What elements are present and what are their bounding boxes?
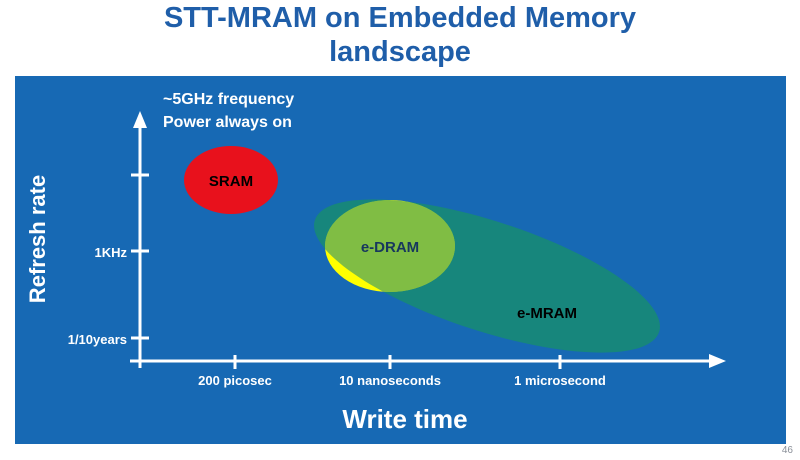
x-tick-label-10ns: 10 nanoseconds (339, 373, 441, 388)
annotation-power: Power always on (163, 114, 292, 131)
x-axis-title: Write time (342, 404, 467, 434)
title-line-2: landscape (329, 35, 471, 68)
title-line-1: STT-MRAM on Embedded Memory (163, 2, 637, 34)
x-tick-label-1us: 1 microsecond (514, 373, 606, 388)
sram-label: SRAM (209, 173, 253, 190)
chart-panel: ~5GHz frequency Power always on Refresh … (15, 76, 786, 444)
memory-landscape-chart: ~5GHz frequency Power always on Refresh … (25, 91, 726, 434)
annotation-frequency: ~5GHz frequency (163, 91, 294, 108)
edram-label: e-DRAM (361, 239, 419, 256)
y-tick-label-110years: 1/10years (68, 332, 127, 347)
edram-emram-overlap-region (325, 200, 455, 292)
x-tick-label-200ps: 200 picosec (198, 373, 272, 388)
emram-label: e-MRAM (517, 305, 577, 322)
x-axis-arrow-icon (709, 354, 726, 368)
y-axis-title: Refresh rate (25, 175, 50, 303)
overlap-ellipse (325, 200, 455, 292)
slide-title: STT-MRAM on Embedded Memory landscape (0, 2, 800, 70)
sram-region (184, 146, 278, 214)
y-axis-arrow-icon (133, 111, 147, 128)
y-tick-label-1khz: 1KHz (94, 245, 127, 260)
page-number: 46 (781, 445, 793, 456)
